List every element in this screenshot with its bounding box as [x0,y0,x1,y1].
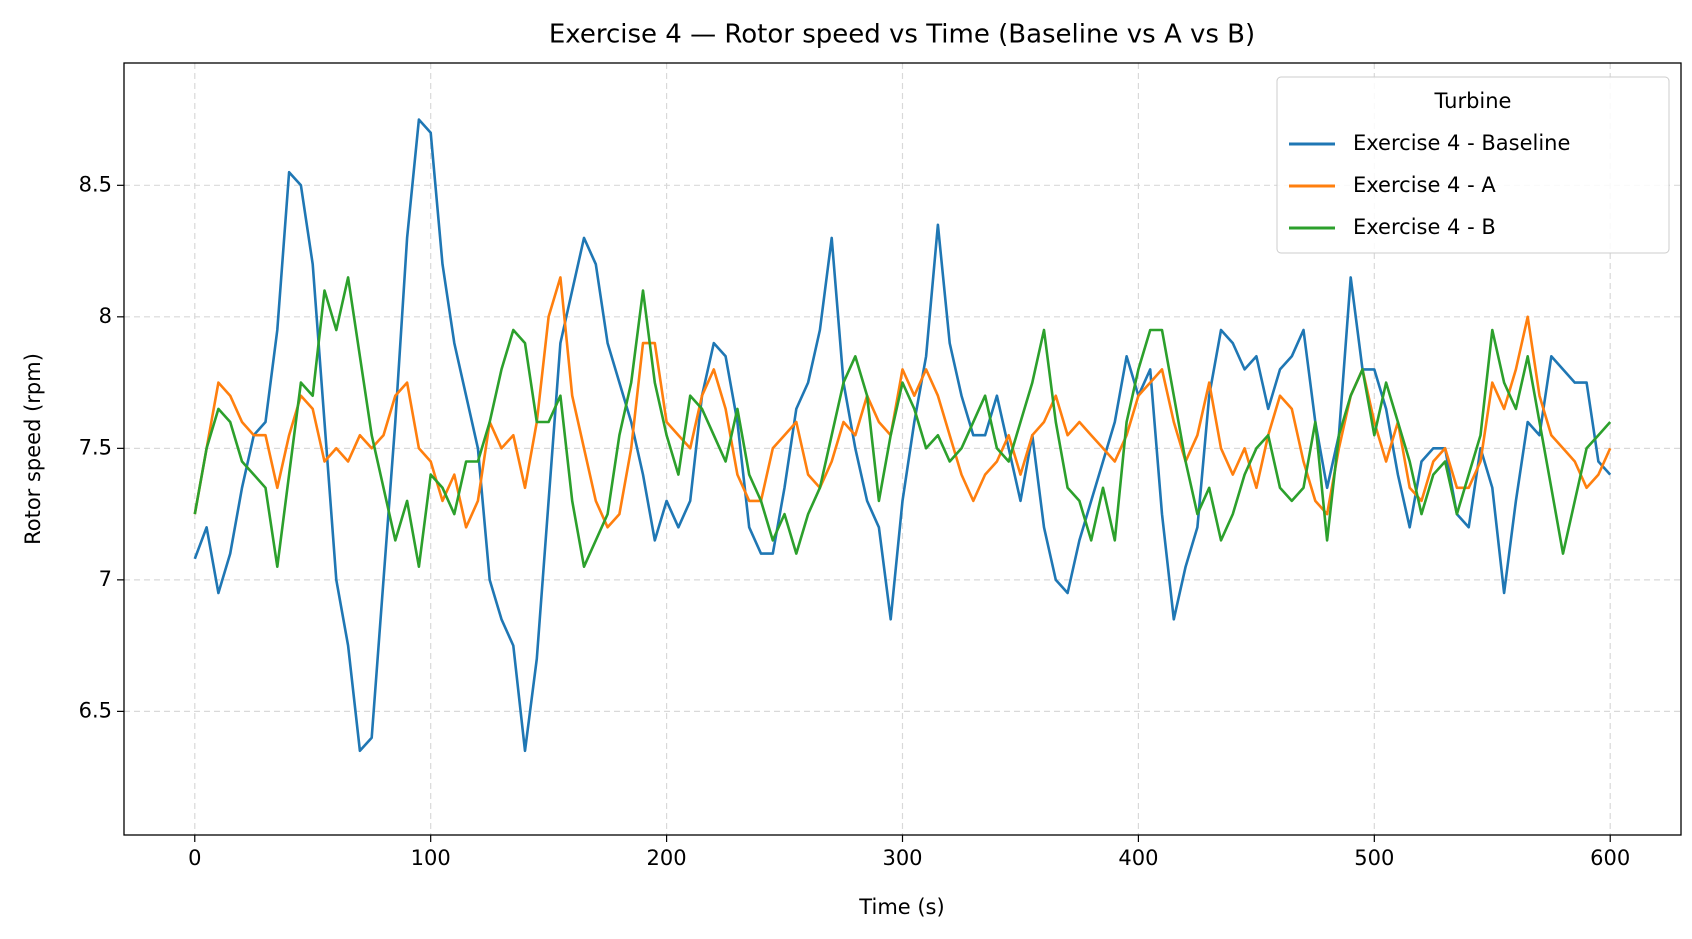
x-tick-label: 500 [1354,846,1394,870]
y-axis-label: Rotor speed (rpm) [21,353,45,545]
y-tick-label: 7 [99,567,112,591]
y-tick-label: 6.5 [79,698,112,722]
y-tick-label: 8 [99,304,112,328]
legend-label: Exercise 4 - A [1353,173,1496,197]
legend-label: Exercise 4 - B [1353,215,1496,239]
x-tick-label: 600 [1590,846,1630,870]
legend-title: Turbine [1434,89,1512,113]
legend: Turbine Exercise 4 - Baseline Exercise 4 -… [1276,76,1670,254]
x-tick-label: 400 [1118,846,1158,870]
chart-title: Exercise 4 — Rotor speed vs Time (Baseli… [549,20,1255,50]
legend-box [1276,76,1670,254]
y-tick-label: 7.5 [79,435,112,459]
line-series [193,118,1612,753]
line-series [193,276,1612,529]
x-tick-label: 300 [882,846,922,870]
x-tick-label: 200 [647,846,687,870]
line-series [193,276,1612,568]
y-tick-label: 8.5 [79,172,112,196]
x-axis-label: Time (s) [858,895,944,919]
plot-frame [123,62,1682,836]
legend-label: Exercise 4 - Baseline [1353,131,1570,155]
x-tick-label: 100 [411,846,451,870]
x-tick-label: 0 [188,846,201,870]
